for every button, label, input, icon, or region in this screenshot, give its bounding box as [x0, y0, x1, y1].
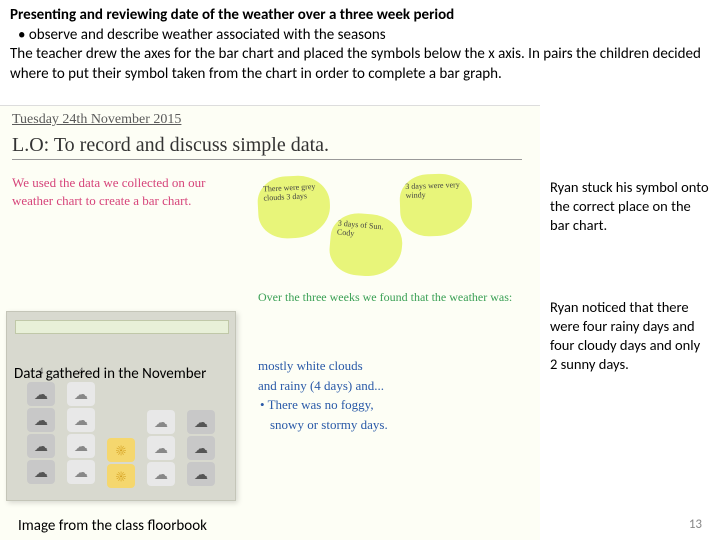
chart-header-strip — [15, 320, 229, 334]
header-block: Presenting and reviewing date of the wea… — [0, 0, 720, 88]
caption-data-gathered: Data gathered in the November — [14, 365, 234, 383]
intro-paragraph: The teacher drew the axes for the bar ch… — [10, 45, 710, 84]
learning-objective: L.O: To record and discuss simple data. — [12, 134, 522, 160]
sticky-note-1: There were grey clouds 3 days — [256, 174, 331, 240]
handwritten-date: Tuesday 24th November 2015 — [12, 112, 181, 128]
bar-column: ☁☁☁ — [185, 408, 217, 492]
cloud-rain-icon: ☁ — [27, 408, 55, 432]
cloud-icon: ☁ — [147, 436, 175, 460]
blue-line-1: mostly white clouds — [258, 356, 528, 376]
bar-column: 4☁☁☁☁ — [25, 380, 57, 492]
blue-line-4: snowy or stormy days. — [258, 415, 528, 435]
bar-column: ☁☁☁ — [145, 408, 177, 492]
green-handwriting: Over the three weeks we found that the w… — [258, 288, 528, 306]
cloud-icon: ☁ — [67, 382, 95, 406]
cloud-rain-icon: ☁ — [27, 382, 55, 406]
blue-line-3: • There was no foggy, — [258, 395, 528, 415]
sun-icon: ☀ — [107, 464, 135, 488]
cloud-icon: ☁ — [67, 460, 95, 484]
blue-line-2: and rainy (4 days) and... — [258, 376, 528, 396]
caption-floorbook: Image from the class floorbook — [18, 517, 207, 535]
bullet-line: • observe and describe weather associate… — [10, 26, 710, 46]
bar-column: ☀☀ — [105, 436, 137, 492]
sun-icon: ☀ — [107, 438, 135, 462]
cloud-icon: ☁ — [67, 408, 95, 432]
blue-handwriting: mostly white clouds and rainy (4 days) a… — [258, 356, 528, 434]
sticky-note-3: 3 days were very windy — [399, 173, 473, 237]
bar-chart-photo: 4☁☁☁☁4☁☁☁☁☀☀☁☁☁☁☁☁ — [6, 311, 236, 501]
sticky-note-2: 3 days of Sun. Cody — [327, 211, 404, 279]
cloud-rain-icon: ☁ — [187, 436, 215, 460]
page-number: 13 — [689, 517, 702, 532]
cloud-rain-icon: ☁ — [187, 462, 215, 486]
side-note-1: Ryan stuck his symbol onto the correct p… — [550, 178, 710, 235]
cloud-rain-icon: ☁ — [187, 410, 215, 434]
cloud-icon: ☁ — [147, 462, 175, 486]
side-note-2: Ryan noticed that there were four rainy … — [550, 298, 710, 373]
cloud-icon: ☁ — [147, 410, 175, 434]
cloud-rain-icon: ☁ — [27, 434, 55, 458]
bar-column: 4☁☁☁☁ — [65, 380, 97, 492]
cloud-icon: ☁ — [67, 434, 95, 458]
cloud-rain-icon: ☁ — [27, 460, 55, 484]
pink-handwriting: We used the data we collected on our wea… — [12, 174, 212, 210]
floorbook-photo: Tuesday 24th November 2015 L.O: To recor… — [0, 105, 540, 540]
page-title: Presenting and reviewing date of the wea… — [10, 6, 710, 26]
